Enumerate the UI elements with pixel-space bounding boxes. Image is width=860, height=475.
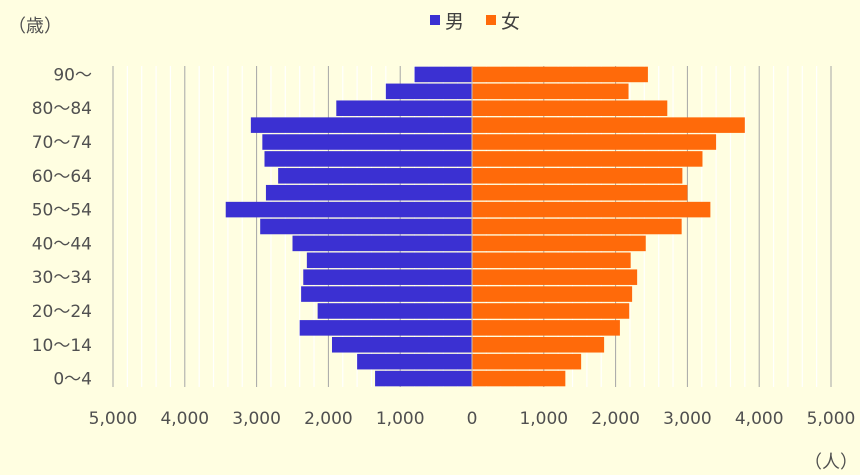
female-bar-85〜89 xyxy=(472,83,629,100)
male-bar-80〜84 xyxy=(336,100,472,117)
age-group-label: 10〜14 xyxy=(32,336,92,356)
age-group-label: 0〜4 xyxy=(53,370,92,390)
age-group-label: 90〜 xyxy=(53,65,92,85)
female-bar-90〜 xyxy=(472,66,648,83)
male-bar-50〜54 xyxy=(225,201,472,218)
x-tick-label: 1,000 xyxy=(519,409,568,429)
female-bar-0〜4 xyxy=(472,370,566,387)
age-group-label: 70〜74 xyxy=(32,133,92,153)
female-bar-10〜14 xyxy=(472,336,605,353)
female-bar-20〜24 xyxy=(472,303,630,319)
male-bar-90〜 xyxy=(414,66,472,83)
female-bar-75〜79 xyxy=(472,117,745,133)
female-bar-60〜64 xyxy=(472,168,683,184)
y-unit-label: （歳） xyxy=(8,16,62,37)
female-bar-50〜54 xyxy=(472,201,711,218)
female-bar-40〜44 xyxy=(472,235,646,252)
male-bar-20〜24 xyxy=(317,303,472,319)
age-group-label: 50〜54 xyxy=(32,201,92,221)
male-bar-55〜59 xyxy=(265,184,472,201)
age-group-label: 60〜64 xyxy=(32,167,92,187)
female-bar-70〜74 xyxy=(472,134,717,150)
x-tick-label: 4,000 xyxy=(160,409,209,429)
x-unit-label: （人） xyxy=(804,452,858,473)
legend-label-male: 男 xyxy=(445,11,464,33)
male-bar-25〜29 xyxy=(301,286,472,302)
male-bar-30〜34 xyxy=(303,269,472,285)
x-tick-label: 2,000 xyxy=(591,409,640,429)
x-tick-label: 4,000 xyxy=(735,409,784,429)
male-bar-60〜64 xyxy=(278,168,472,184)
age-group-label: 40〜44 xyxy=(32,234,92,254)
female-bar-15〜19 xyxy=(472,320,620,336)
male-bar-40〜44 xyxy=(292,235,472,252)
female-bar-30〜34 xyxy=(472,269,638,285)
x-tick-label: 2,000 xyxy=(304,409,353,429)
legend: 男 女 xyxy=(430,11,520,33)
male-bar-70〜74 xyxy=(262,134,472,150)
legend-label-female: 女 xyxy=(501,11,520,33)
male-bar-15〜19 xyxy=(299,320,472,336)
female-bar-35〜39 xyxy=(472,252,631,269)
x-tick-label: 3,000 xyxy=(232,409,281,429)
male-bar-85〜89 xyxy=(385,83,472,100)
age-group-label: 80〜84 xyxy=(32,99,92,119)
male-bar-75〜79 xyxy=(250,117,472,133)
male-bar-0〜4 xyxy=(375,370,472,387)
female-bar-55〜59 xyxy=(472,184,688,201)
male-bar-45〜49 xyxy=(260,218,472,235)
x-tick-label: 1,000 xyxy=(376,409,425,429)
female-bar-65〜69 xyxy=(472,151,703,167)
female-bar-45〜49 xyxy=(472,218,682,235)
male-bar-5〜9 xyxy=(357,353,472,370)
female-bar-5〜9 xyxy=(472,353,582,370)
female-bar-80〜84 xyxy=(472,100,668,117)
x-tick-labels: 5,000 4,000 3,000 2,000 1,000 0 1,000 2,000 3,00… xyxy=(89,409,856,429)
bars xyxy=(225,66,745,387)
legend-swatch-female xyxy=(486,15,496,25)
male-bar-35〜39 xyxy=(306,252,472,269)
x-tick-label: 5,000 xyxy=(89,409,138,429)
legend-swatch-male xyxy=(430,15,440,25)
male-bar-65〜69 xyxy=(264,151,472,167)
age-group-label: 30〜34 xyxy=(32,268,92,288)
x-tick-label: 3,000 xyxy=(663,409,712,429)
x-tick-label: 5,000 xyxy=(807,409,856,429)
y-category-labels: 0〜4 10〜14 20〜24 30〜34 40〜44 50〜54 60〜64 70〜74 80… xyxy=(32,65,92,389)
x-tick-label: 0 xyxy=(467,409,478,429)
female-bar-25〜29 xyxy=(472,286,633,302)
male-bar-10〜14 xyxy=(331,336,472,353)
age-group-label: 20〜24 xyxy=(32,302,92,322)
